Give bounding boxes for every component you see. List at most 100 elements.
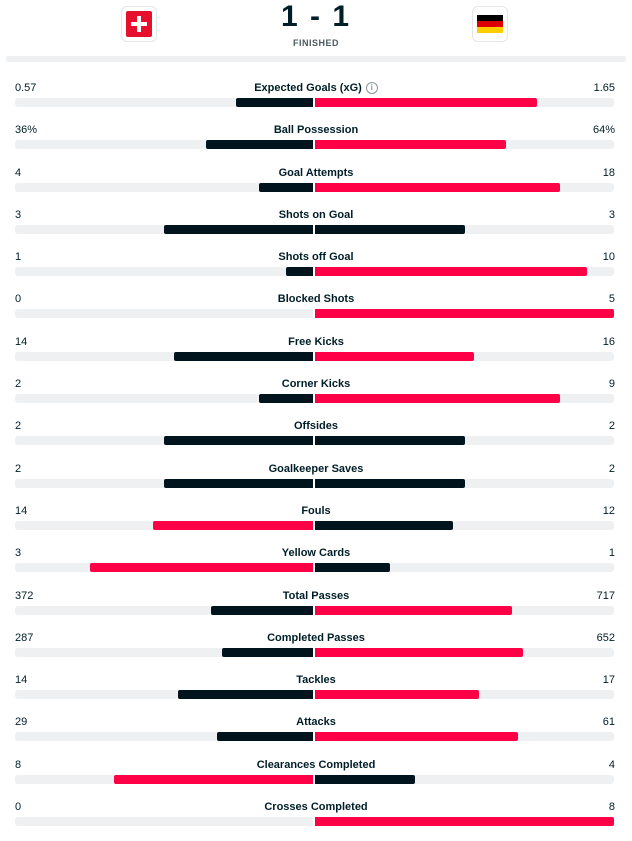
stat-home-value: 0.57 — [15, 82, 37, 94]
stat-label: Expected Goals (xG) i — [0, 82, 632, 95]
stat-away-value: 17 — [602, 674, 615, 687]
stat-away-value: 4 — [608, 758, 615, 771]
stat-home-bar — [211, 605, 313, 615]
stat-home-bar — [173, 351, 313, 361]
stat-home-bar-track — [15, 732, 313, 742]
stat-home-value: 36% — [15, 124, 38, 137]
stat-away-bar-track — [315, 732, 614, 742]
stat-row: 14 Tackles 17 — [0, 672, 632, 714]
stat-away-bar — [315, 224, 465, 234]
stat-home-bar — [114, 774, 313, 784]
stat-away-bar-track — [315, 351, 614, 361]
stat-away-value: 12 — [602, 504, 615, 517]
stat-home-bar — [164, 436, 313, 446]
stat-home-value: 3 — [15, 547, 22, 560]
stat-home-value: 8 — [15, 758, 22, 771]
stat-away-bar — [315, 394, 560, 404]
stat-home-bar — [217, 732, 313, 742]
stat-away-bar-track — [315, 436, 614, 446]
stat-row: 29 Attacks 61 — [0, 714, 632, 756]
stat-label: Yellow Cards — [0, 547, 632, 559]
stat-home-bar-track — [15, 224, 313, 234]
stat-away-bar-track — [315, 394, 614, 404]
stat-home-value: 2 — [15, 462, 22, 475]
stat-away-bar — [315, 774, 415, 784]
stat-home-bar — [164, 224, 313, 234]
stat-away-bar-track — [315, 563, 614, 573]
stat-label: Ball Possession — [0, 124, 632, 136]
stat-home-bar — [89, 563, 313, 573]
switzerland-flag-icon[interactable] — [121, 6, 157, 42]
stat-away-value: 1 — [608, 547, 615, 560]
stat-away-bar — [315, 732, 518, 742]
stat-home-bar-track — [15, 774, 313, 784]
stat-label: Total Passes — [0, 590, 632, 602]
stat-away-bar — [315, 436, 465, 446]
stat-home-value: 14 — [15, 335, 28, 348]
stat-row: 3 Yellow Cards 1 — [0, 545, 632, 587]
stat-label: Offsides — [0, 420, 632, 432]
stat-home-bar-track — [15, 140, 313, 150]
stat-home-bar — [152, 520, 313, 530]
stat-away-bar-track — [315, 520, 614, 530]
stat-away-bar — [315, 520, 454, 530]
stat-label: Crosses Completed — [0, 801, 632, 813]
stat-home-bar — [178, 690, 313, 700]
stat-away-value: 1.65 — [593, 82, 615, 94]
stat-label: Free Kicks — [0, 336, 632, 348]
stat-away-bar — [315, 351, 475, 361]
stat-away-bar — [315, 563, 390, 573]
stat-label-text: Completed Passes — [267, 631, 365, 644]
stat-label-text: Goalkeeper Saves — [268, 462, 364, 475]
stat-home-value: 14 — [15, 674, 28, 687]
germany-flag-icon[interactable] — [472, 6, 508, 42]
stat-away-bar — [315, 690, 479, 700]
stat-away-value: 5 — [608, 293, 615, 306]
stat-label-text: Shots on Goal — [278, 208, 354, 221]
stat-away-bar-track — [315, 267, 614, 277]
stat-row: 372 Total Passes 717 — [0, 588, 632, 630]
stat-away-bar-track — [315, 309, 614, 319]
stat-row: 14 Free Kicks 16 — [0, 334, 632, 376]
stat-row: 14 Fouls 12 — [0, 503, 632, 545]
stat-home-value: 14 — [15, 504, 28, 517]
stat-away-bar — [315, 140, 507, 150]
stat-home-value: 287 — [15, 631, 34, 644]
match-header: 1 - 1 FINISHED — [0, 0, 632, 62]
stat-away-bar — [315, 309, 614, 319]
stat-home-value: 2 — [15, 420, 22, 433]
stat-home-bar — [205, 140, 313, 150]
stat-label: Goal Attempts — [0, 167, 632, 179]
stat-label-text: Shots off Goal — [278, 251, 354, 264]
stat-home-bar-track — [15, 267, 313, 277]
stat-home-bar-track — [15, 436, 313, 446]
stat-away-value: 18 — [602, 166, 615, 179]
stat-home-value: 2 — [15, 378, 22, 391]
stat-row: 8 Clearances Completed 4 — [0, 757, 632, 799]
stat-home-bar-track — [15, 520, 313, 530]
stat-label-text: Yellow Cards — [281, 547, 351, 560]
stat-row: 0 Crosses Completed 8 — [0, 799, 632, 841]
stat-away-value: 652 — [596, 631, 615, 644]
stat-label-text: Total Passes — [282, 589, 350, 602]
stat-away-bar-track — [315, 817, 614, 827]
stat-away-value: 16 — [602, 335, 615, 348]
header-divider — [6, 56, 626, 62]
stat-row: 2 Goalkeeper Saves 2 — [0, 461, 632, 503]
stat-home-value: 0 — [15, 293, 22, 306]
stat-row: 2 Offsides 2 — [0, 418, 632, 460]
stat-label: Clearances Completed — [0, 759, 632, 771]
stat-home-bar — [164, 478, 313, 488]
stat-label-text: Free Kicks — [288, 335, 344, 348]
stat-away-bar-track — [315, 605, 614, 615]
stat-label: Shots on Goal — [0, 209, 632, 221]
info-icon[interactable]: i — [365, 82, 378, 95]
stat-away-bar — [315, 182, 560, 192]
stat-home-bar — [258, 182, 313, 192]
stat-label-text: Blocked Shots — [277, 293, 355, 306]
stat-home-value: 3 — [15, 208, 22, 221]
stat-away-value: 10 — [602, 251, 615, 264]
stat-home-bar — [221, 647, 313, 657]
stat-label-text: Attacks — [296, 716, 336, 729]
stat-label-text: Ball Possession — [273, 124, 359, 137]
